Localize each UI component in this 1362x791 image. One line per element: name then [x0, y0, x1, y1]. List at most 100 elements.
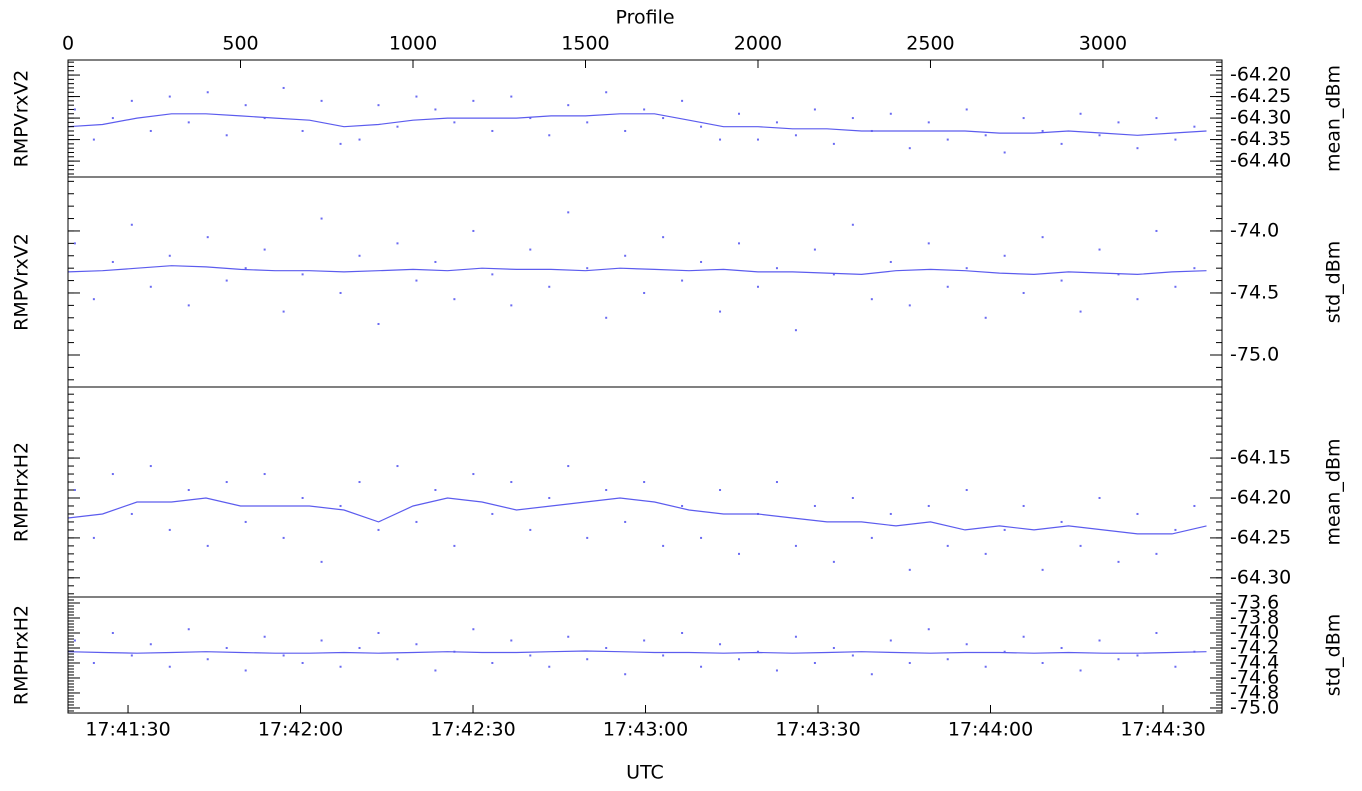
point — [434, 260, 437, 263]
point — [832, 646, 835, 649]
point — [719, 310, 722, 313]
x-tick-label: 17:44:30 — [1120, 719, 1205, 741]
point — [1098, 496, 1101, 499]
point — [1174, 665, 1177, 668]
x-tick-label: 17:44:00 — [948, 719, 1033, 741]
point — [92, 138, 95, 141]
point — [358, 254, 361, 257]
mean-line — [67, 497, 1207, 535]
point — [567, 635, 570, 638]
point — [813, 661, 816, 664]
point — [320, 99, 323, 102]
point — [851, 496, 854, 499]
y-axis-title: RMPVrxV2 — [11, 233, 33, 331]
point — [358, 138, 361, 141]
point — [263, 635, 266, 638]
point — [794, 635, 797, 638]
point — [244, 669, 247, 672]
point — [529, 528, 532, 531]
point — [1041, 129, 1044, 132]
point — [889, 260, 892, 263]
point — [681, 504, 684, 507]
point — [605, 489, 608, 492]
point — [130, 654, 133, 657]
point — [908, 568, 911, 571]
point — [1022, 504, 1025, 507]
top-tick-label: 1500 — [561, 33, 609, 55]
point — [681, 279, 684, 282]
mean-line — [67, 650, 1207, 654]
point — [624, 673, 627, 676]
point — [700, 536, 703, 539]
point — [719, 643, 722, 646]
point — [1174, 528, 1177, 531]
point — [870, 536, 873, 539]
point — [586, 536, 589, 539]
point — [491, 129, 494, 132]
point — [1079, 544, 1082, 547]
point — [244, 104, 247, 107]
point — [548, 665, 551, 668]
point — [1155, 631, 1158, 634]
point — [624, 129, 627, 132]
point — [1003, 254, 1006, 257]
point — [206, 236, 209, 239]
point — [149, 129, 152, 132]
point — [908, 304, 911, 307]
mean-line — [67, 265, 1207, 276]
point — [643, 481, 646, 484]
point — [263, 117, 266, 120]
point — [624, 254, 627, 257]
point — [358, 646, 361, 649]
point — [529, 654, 532, 657]
y-tick-label: -73.8 — [1230, 606, 1279, 628]
point — [624, 520, 627, 523]
point — [1174, 138, 1177, 141]
point — [225, 646, 228, 649]
point — [984, 665, 987, 668]
point — [491, 512, 494, 515]
y-tick-label: -74.4 — [1230, 651, 1279, 673]
point — [453, 544, 456, 547]
point — [813, 504, 816, 507]
y-tick-label: -74.6 — [1230, 666, 1279, 688]
point — [586, 267, 589, 270]
point — [1060, 646, 1063, 649]
point — [149, 643, 152, 646]
point — [187, 304, 190, 307]
point — [510, 481, 513, 484]
point — [415, 643, 418, 646]
point — [908, 147, 911, 150]
point — [377, 322, 380, 325]
point — [149, 285, 152, 288]
point — [700, 260, 703, 263]
point — [510, 639, 513, 642]
point — [301, 496, 304, 499]
point — [567, 104, 570, 107]
point — [244, 267, 247, 270]
point — [339, 291, 342, 294]
point — [1022, 117, 1025, 120]
point — [130, 223, 133, 226]
point — [206, 91, 209, 94]
point — [263, 248, 266, 251]
point — [643, 639, 646, 642]
y-tick-label: -75.0 — [1230, 696, 1279, 718]
point — [168, 528, 171, 531]
point — [320, 639, 323, 642]
point — [662, 654, 665, 657]
point — [510, 95, 513, 98]
point — [1193, 267, 1196, 270]
point — [187, 121, 190, 124]
point — [1155, 552, 1158, 555]
point — [738, 112, 741, 115]
point — [263, 473, 266, 476]
point — [1041, 236, 1044, 239]
point — [775, 669, 778, 672]
point — [1193, 504, 1196, 507]
point — [567, 465, 570, 468]
point — [187, 628, 190, 631]
point — [130, 99, 133, 102]
point — [756, 650, 759, 653]
point — [605, 646, 608, 649]
